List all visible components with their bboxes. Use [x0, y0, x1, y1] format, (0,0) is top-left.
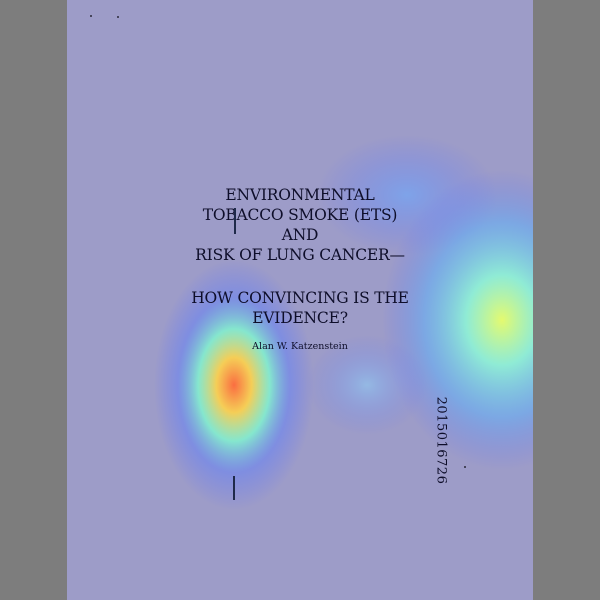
speck	[464, 466, 466, 468]
speck	[90, 15, 92, 17]
margin-mark	[233, 476, 235, 500]
title-line: AND	[281, 226, 319, 244]
heatmap-blob-middle	[307, 335, 427, 435]
title-line: EVIDENCE?	[252, 309, 348, 327]
margin-mark	[234, 208, 236, 234]
title-line: TOBACCO SMOKE (ETS)	[202, 206, 398, 224]
attention-heatmap-overlay	[154, 135, 533, 510]
title-line: HOW CONVINCING IS THE	[191, 289, 409, 307]
heatmap-blob-left	[154, 260, 314, 510]
document-page: ENVIRONMENTAL TOBACCO SMOKE (ETS) AND RI…	[67, 0, 533, 600]
author-name: Alan W. Katzenstein	[252, 341, 348, 352]
bates-number: 2015016726	[433, 396, 449, 485]
title-line: RISK OF LUNG CANCER—	[195, 246, 405, 264]
speck	[117, 16, 119, 18]
title-line: ENVIRONMENTAL	[225, 186, 375, 204]
